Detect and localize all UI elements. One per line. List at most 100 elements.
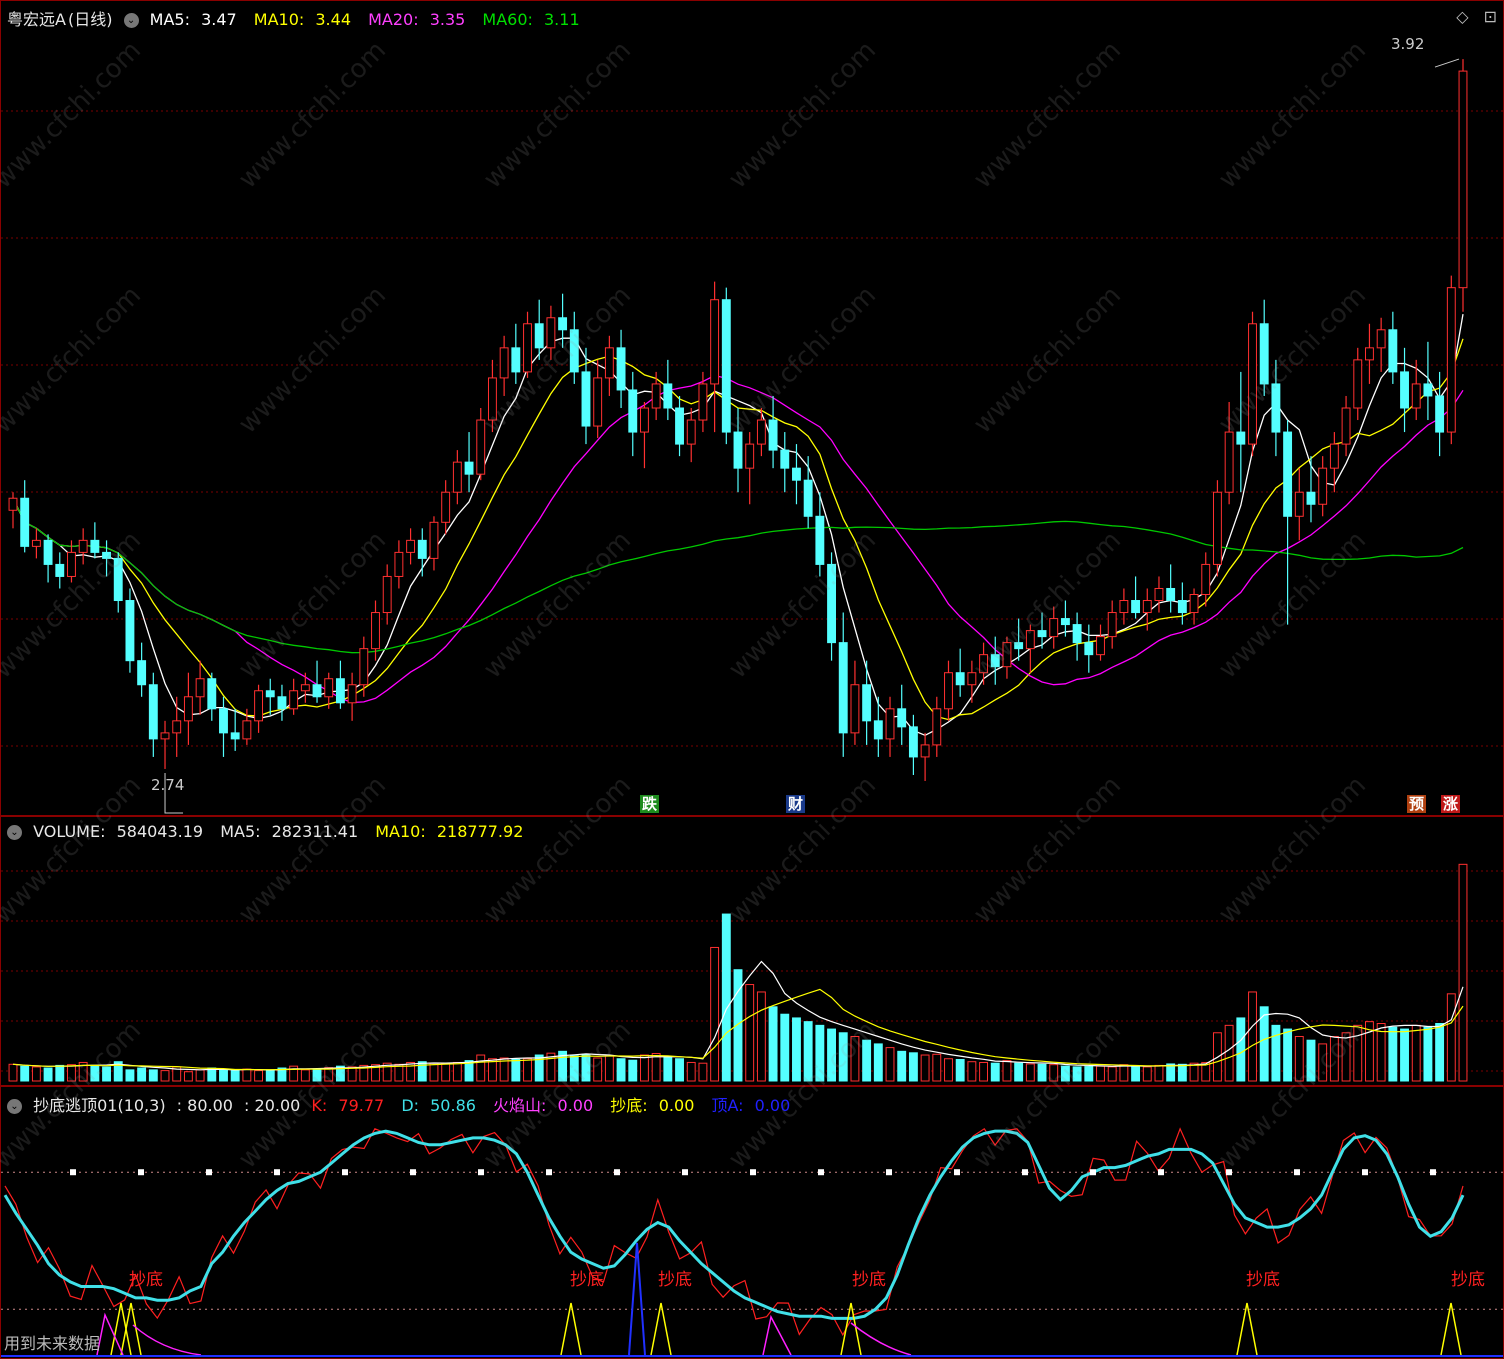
stock-name[interactable]: 粤宏远A [7,10,66,29]
volume-bar [932,1053,942,1082]
volume-bar [1037,1063,1047,1082]
candle-body [20,497,30,547]
volume-bar [908,1052,918,1082]
volume-bar [452,1061,462,1082]
ma60-value: 3.11 [544,10,580,29]
volume-bar [768,1006,778,1082]
ma20-line [12,374,1464,704]
chart-period[interactable]: (日线) [67,10,113,29]
top-signal-dot [1430,1169,1436,1176]
candle-body [1271,383,1281,433]
candle-body [1201,563,1211,596]
price-legend: 粤宏远A (日线) ⌄ MA5: 3.47 MA10: 3.44 MA20: 3.… [7,6,592,30]
volume-bar [1365,1021,1374,1082]
candle-body [359,648,369,686]
candle-body [406,539,416,553]
indicator-name[interactable]: 抄底逃顶01(10,3) [33,1096,166,1115]
volume-bar [487,1058,497,1082]
event-tag-rise[interactable]: 涨 [1441,795,1461,813]
volume-bar [242,1068,252,1082]
candle-body [1025,630,1035,650]
volume-bar [663,1056,673,1082]
candle-body [219,708,228,734]
candle-body [990,654,1000,668]
volume-bar [1189,1062,1199,1082]
volume-bar [523,1058,532,1082]
window-icon[interactable]: ⊡ [1483,7,1497,26]
volume-bar [1446,993,1456,1082]
chevron-down-icon[interactable]: ⌄ [7,825,22,840]
candle-body [1002,642,1012,668]
k-value: 79.77 [338,1096,385,1115]
event-tag-finance[interactable]: 财 [786,795,806,813]
volume-value: 584043.19 [116,822,204,841]
candle-body [768,419,778,451]
candle-body [792,467,801,481]
candle-body [1189,594,1199,614]
candle-body [1365,347,1374,361]
candle-body [885,708,895,740]
volume-bar [815,1024,825,1082]
indicator-line-chart[interactable] [1,1087,1504,1359]
chevron-down-icon[interactable]: ⌄ [123,13,139,28]
volume-bar [1294,1035,1304,1082]
volume-bar [254,1070,264,1082]
candle-body [207,678,217,710]
hys-value: 0.00 [557,1096,594,1115]
indicator-chart-panel[interactable]: ⌄ 抄底逃顶01(10,3) : 80.00 : 20.00 K: 79.77 … [0,1086,1504,1359]
volume-chart-panel[interactable]: ⌄ VOLUME: 584043.19 MA5: 282311.41 MA10:… [0,816,1504,1086]
chevron-down-icon[interactable]: ⌄ [7,1099,22,1114]
signal-label-buy: 抄底 [1246,1270,1280,1290]
candlestick-chart[interactable] [1,1,1504,816]
candle-body [1353,359,1363,409]
candle-body [838,642,848,734]
volume-bar [499,1057,509,1082]
volume-bar [113,1061,123,1082]
ma60-label: MA60: [482,10,533,29]
signal-label-buy: 抄底 [570,1270,604,1290]
volume-bar [1259,1006,1269,1082]
price-chart-panel[interactable]: 粤宏远A (日线) ⌄ MA5: 3.47 MA10: 3.44 MA20: 3.… [0,0,1504,816]
candle-body [675,407,684,445]
top-signal-dot [954,1169,960,1176]
volume-bar [862,1039,872,1082]
volume-bar [371,1064,380,1082]
volume-bar [125,1069,135,1082]
candle-body [242,720,252,740]
volume-bar [1376,1023,1386,1082]
candle-body [464,461,474,475]
event-tag-forecast[interactable]: 预 [1407,795,1427,813]
high-price-annotation: 3.92 [1391,35,1425,53]
candle-body [651,383,661,409]
volume-bar [1388,1026,1398,1082]
volume-bar [1271,1024,1281,1082]
vol-ma5-label: MA5: [220,822,261,841]
volume-bar-chart[interactable] [1,817,1504,1086]
candle-body [441,491,451,523]
volume-bar [756,991,766,1082]
k-label: K: [311,1096,328,1115]
volume-bar [628,1059,638,1082]
volume-bar [476,1054,486,1082]
candle-body [745,443,755,469]
volume-bar [137,1067,147,1082]
level-20: : 20.00 [244,1096,301,1115]
volume-bar [698,1062,708,1082]
candle-body [523,323,532,373]
candle-body [827,563,836,644]
top-signal-dot [478,1169,484,1176]
volume-bar [1072,1066,1082,1082]
candle-body [195,678,205,698]
volume-bar [616,1058,626,1082]
volume-bar [1458,863,1468,1082]
candle-body [476,419,486,475]
event-tag-fall[interactable]: 跌 [640,795,660,813]
top-signal-dot [1362,1169,1368,1176]
candle-body [55,563,65,577]
indicator-legend: ⌄ 抄底逃顶01(10,3) : 80.00 : 20.00 K: 79.77 … [7,1092,802,1116]
ma5-line [12,313,1464,737]
volume-bar [55,1064,65,1082]
diamond-icon[interactable]: ◇ [1456,7,1469,26]
candle-body [1283,431,1293,517]
top-signal-dot [750,1169,756,1176]
